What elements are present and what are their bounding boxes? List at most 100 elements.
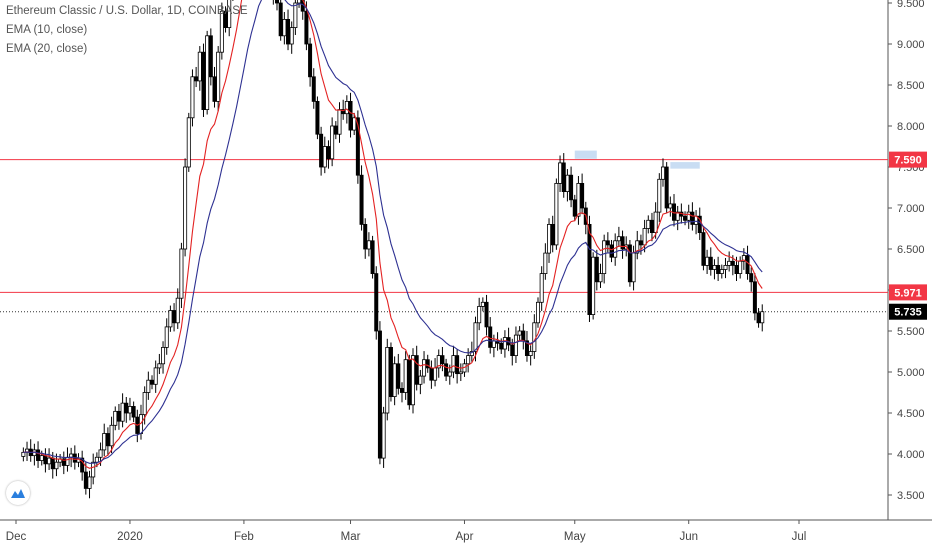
last-price-badge: 5.735 [894,307,922,319]
candle [374,273,379,332]
candle [649,219,654,234]
y-tick-label: 7.000 [897,203,925,215]
candle [385,346,390,414]
ema-series-line-20 [23,0,763,464]
candle [36,449,41,461]
candle [609,244,614,258]
candle [605,240,610,246]
candle [216,51,221,102]
candle [61,458,66,466]
candle [399,387,404,393]
candle [201,51,206,111]
candle [716,264,721,274]
candle [576,182,581,217]
candle [113,410,118,426]
candle [569,174,574,201]
candle [524,340,529,356]
x-tick-label: Dec [6,531,27,543]
candle [734,264,739,274]
candle [745,255,750,274]
candle [705,256,710,266]
candle [333,125,338,135]
candle [491,340,496,348]
candle [355,117,360,176]
candle [730,260,735,266]
y-tick-label: 9.000 [897,39,925,51]
candle [708,256,713,270]
candle [168,310,173,328]
candle [315,101,320,135]
candle [451,355,456,373]
candle [212,76,217,102]
candle [297,0,302,4]
candle [749,273,754,283]
candle [161,346,166,365]
candle [664,166,669,209]
level-price-badge-bg [889,151,927,168]
x-tick-label: Jun [679,531,698,543]
y-tick-label: 3.500 [897,490,925,502]
candle [528,351,533,356]
candle [723,264,728,270]
candle [83,471,88,489]
candle [719,269,724,274]
candle [532,322,537,352]
candle [370,240,375,275]
candle [712,264,717,270]
candle [444,363,449,377]
candle [366,240,371,250]
candle [164,326,169,348]
candle [142,392,147,416]
candle [109,424,114,447]
candle [116,410,121,422]
x-tick-label: 2020 [117,531,143,543]
candle [172,310,177,324]
candle [344,101,349,115]
candle [642,228,647,246]
candle [499,342,504,350]
candle [727,260,732,266]
y-tick-label: 5.000 [897,367,925,379]
candle [190,76,195,119]
candle [208,35,213,78]
candle [183,166,188,250]
candle [300,0,305,12]
candle [127,406,132,414]
candle [98,449,103,458]
y-tick-label: 9.500 [897,0,925,10]
candle [517,330,522,336]
ema-series-line-10 [23,0,763,469]
candle [411,355,416,406]
candle [425,359,430,369]
candle [539,273,544,303]
candle [311,76,316,102]
candle [738,260,743,274]
candle [433,367,438,381]
candle [87,476,92,489]
candle [455,355,460,375]
x-tick-label: Apr [456,531,474,543]
candle [153,367,158,385]
level-price-badge-bg [889,284,927,301]
candle [363,223,368,250]
x-tick-label: Feb [234,531,254,543]
candle [550,223,555,246]
candle [756,312,761,324]
candle [558,162,563,184]
candle [54,461,59,470]
candle [638,240,643,246]
candle [572,199,577,217]
candle [760,311,765,324]
candle [488,326,493,348]
candle [668,203,673,209]
candle [594,256,599,283]
candle [521,330,526,342]
candles [21,0,765,499]
tradingview-logo-icon[interactable] [6,481,30,505]
candle [536,301,541,324]
candle [197,51,202,82]
candle [686,211,691,221]
candle [635,240,640,254]
candle [554,182,559,246]
